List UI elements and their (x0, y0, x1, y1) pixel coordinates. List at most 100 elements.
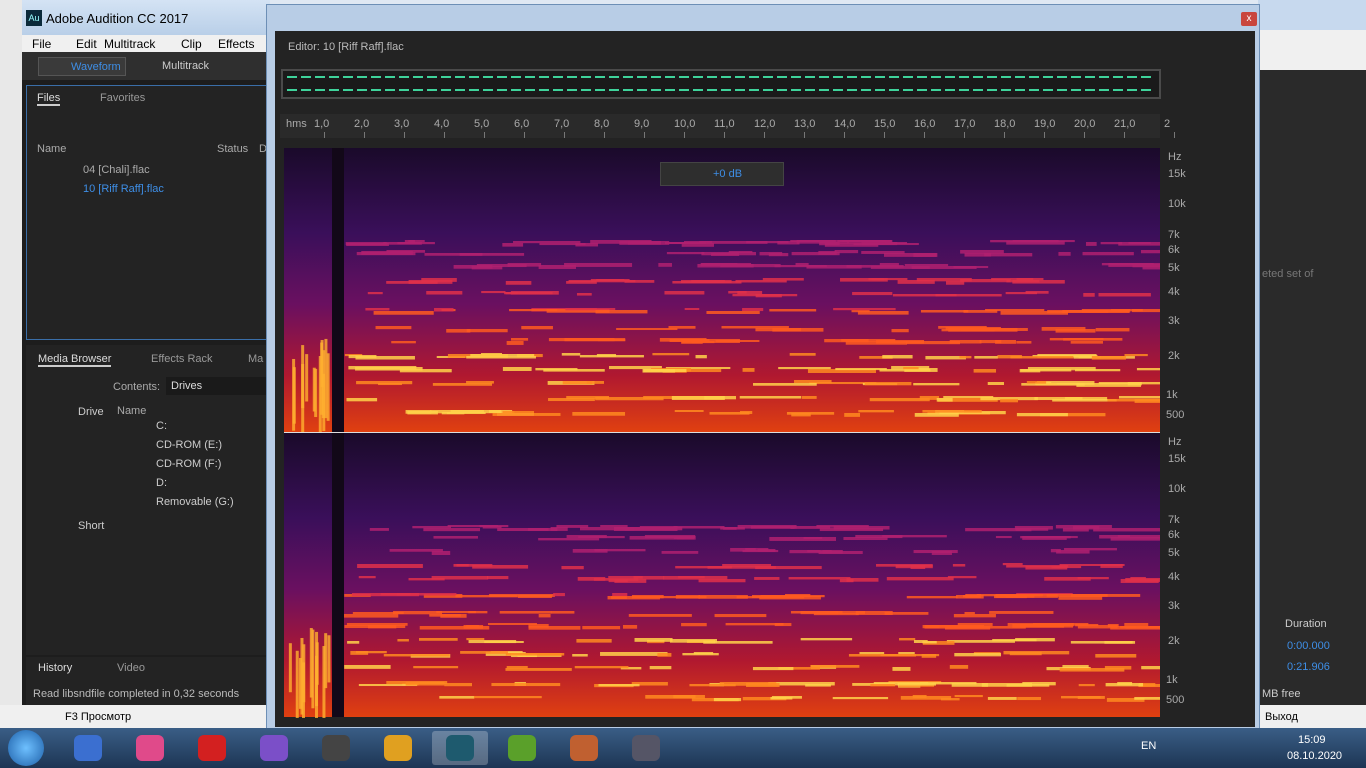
tab[interactable]: History (38, 662, 73, 674)
harmonic (899, 638, 916, 641)
harmonic (399, 369, 452, 373)
menu-item[interactable]: Clip (181, 37, 202, 51)
harmonic (1062, 528, 1089, 532)
harmonic (1100, 564, 1123, 568)
harmonic (913, 383, 960, 386)
harmonic (1107, 399, 1160, 402)
waveform-button[interactable]: Waveform (38, 57, 126, 76)
file[interactable]: 04 [Chali].flac (83, 164, 150, 176)
taskbar: EN 15:09 08.10.2020 (0, 728, 1366, 768)
harmonic (852, 292, 893, 296)
menu-item[interactable]: Effects (218, 37, 255, 51)
harmonic (1064, 548, 1117, 551)
f3-view[interactable]: F3 Просмотр (65, 711, 132, 723)
tab[interactable]: Favorites (100, 92, 146, 104)
harmonic (608, 576, 643, 579)
harmonic (681, 623, 707, 627)
drive[interactable]: CD-ROM (F:) (156, 458, 222, 470)
menu-item[interactable]: Edit (76, 37, 97, 51)
harmonic (460, 651, 508, 654)
harmonic (600, 652, 668, 656)
tab[interactable]: Media Browser (38, 353, 112, 367)
drive[interactable]: D: (156, 477, 167, 489)
clock-date[interactable]: 08.10.2020 (1287, 750, 1343, 762)
menu-item[interactable]: Multitrack (104, 37, 156, 51)
freq-tick: 15k (1168, 453, 1186, 465)
gain[interactable]: +0 dB (713, 168, 743, 180)
time-tick: 10,0 (674, 118, 696, 130)
harmonic (505, 281, 532, 285)
icon-glyph (184, 731, 240, 765)
clock-time[interactable]: 15:09 (1298, 734, 1326, 746)
menu-item[interactable]: File (32, 37, 52, 51)
tab[interactable]: Ma (248, 353, 264, 365)
harmonic (1021, 383, 1085, 386)
tab[interactable]: Files (37, 92, 61, 106)
close-button[interactable]: x (1241, 12, 1257, 26)
harmonic (720, 264, 781, 268)
harmonic (754, 577, 780, 580)
harmonic (1010, 356, 1074, 359)
tree-item[interactable]: Short (78, 520, 105, 532)
tree-item[interactable]: Drive (78, 406, 104, 418)
harmonic (995, 340, 1016, 344)
harmonic (418, 638, 458, 641)
time-tick: 3,0 (394, 118, 410, 130)
harmonic (470, 354, 535, 357)
harmonic (772, 328, 824, 332)
drive[interactable]: C: (156, 420, 167, 432)
multitrack-button[interactable]: Multitrack (162, 60, 210, 72)
harmonic (644, 535, 696, 539)
freq-tick: 5k (1168, 262, 1180, 274)
silence (332, 433, 344, 717)
freq-tick: 3k (1168, 600, 1180, 612)
harmonic (568, 280, 636, 283)
harmonic (586, 381, 605, 384)
tab[interactable]: Video (117, 662, 145, 674)
harmonic (675, 595, 701, 599)
harmonic (405, 410, 432, 414)
language[interactable]: EN (1141, 740, 1157, 752)
harmonic (412, 526, 451, 529)
harmonic (785, 594, 811, 598)
harmonic (913, 640, 928, 643)
harmonic (645, 695, 705, 699)
harmonic (431, 551, 451, 555)
media-panel: Media Browser Effects Rack Ma Contents: … (26, 345, 270, 655)
harmonic (913, 550, 958, 554)
freq-unit: Hz (1168, 436, 1182, 448)
file[interactable]: 10 [Riff Raff].flac (83, 183, 164, 195)
harmonic (793, 380, 832, 384)
harmonic (607, 596, 660, 600)
harmonic (614, 579, 647, 583)
harmonic (1020, 369, 1072, 372)
onset (305, 354, 309, 402)
harmonic (919, 682, 977, 685)
freq-tick: 500 (1166, 409, 1185, 421)
tab[interactable]: Effects Rack (151, 353, 213, 365)
harmonic (922, 410, 982, 413)
harmonic (1026, 381, 1047, 384)
drive[interactable]: CD-ROM (E:) (156, 439, 222, 451)
harmonic (408, 280, 453, 284)
harmonic (556, 525, 589, 528)
harmonic (945, 281, 965, 285)
harmonic (502, 411, 535, 415)
icon-glyph (308, 731, 364, 765)
start-button[interactable] (8, 730, 44, 766)
drive[interactable]: Removable (G:) (156, 496, 234, 508)
status: Read libsndfile completed in 0,32 second… (33, 688, 240, 700)
harmonic (491, 683, 561, 687)
harmonic (429, 614, 461, 617)
contents-select[interactable]: Drives (166, 377, 270, 395)
harmonic (991, 278, 1044, 281)
harmonic (974, 356, 998, 359)
exit[interactable]: Выход (1265, 711, 1298, 723)
freq-tick: 3k (1168, 315, 1180, 327)
harmonic (892, 667, 911, 671)
harmonic (1058, 596, 1103, 600)
time-tick: 11,0 (714, 118, 735, 130)
harmonic (1041, 327, 1086, 331)
harmonic (551, 611, 575, 614)
harmonic (459, 253, 525, 256)
